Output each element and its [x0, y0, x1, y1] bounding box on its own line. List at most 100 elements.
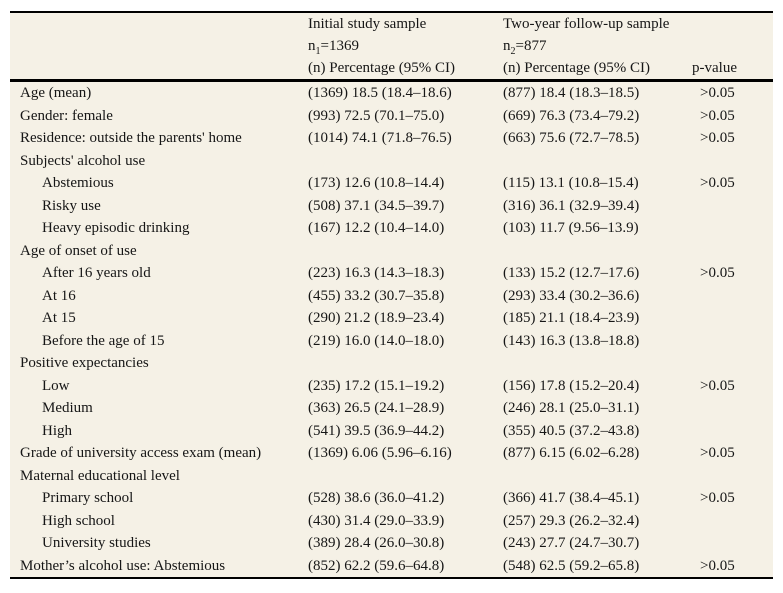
row-followup-sample-value: (366) 41.7 (38.4–45.1) [503, 490, 640, 506]
row-followup-sample-value: (257) 29.3 (26.2–32.4) [503, 512, 640, 529]
row-followup-sample-value: (115) 13.1 (10.8–15.4) [503, 175, 639, 191]
followup-n-subscript: 2 [510, 46, 516, 57]
row-initial-sample-value: (541) 39.5 (36.9–44.2) [308, 422, 445, 439]
table-header: Initial study sample n1=1369 (n) Percent… [10, 13, 773, 82]
row-pvalue: >0.05 [700, 85, 735, 101]
table-row: Maternal educational level [10, 465, 773, 488]
row-followup-sample-value: (548) 62.5 (59.2–65.8) [503, 557, 640, 574]
row-label: Grade of university access exam (mean) [20, 445, 262, 461]
row-followup-sample-value: (185) 21.1 (18.4–23.9) [503, 310, 640, 326]
row-label: Maternal educational level [20, 467, 180, 484]
initial-n-subscript: 1 [315, 46, 321, 57]
row-initial-sample-value: (173) 12.6 (10.8–14.4) [308, 175, 445, 191]
row-label: Abstemious [42, 175, 114, 191]
table-row: Primary school (528) 38.6 (36.0–41.2) (3… [10, 487, 773, 510]
row-label: Risky use [42, 197, 101, 214]
followup-sample-title: Two-year follow-up sample [503, 16, 670, 32]
row-initial-sample-value [308, 352, 503, 375]
row-followup-sample-value [503, 352, 690, 375]
row-initial-sample-value: (1014) 74.1 (71.8–76.5) [308, 130, 452, 146]
row-pvalue: >0.05 [700, 557, 735, 574]
header-followup-sample-cell: Two-year follow-up sample n2=877 (n) Per… [503, 13, 690, 79]
table-row: University studies (389) 28.4 (26.0–30.8… [10, 532, 773, 555]
initial-n-value: =1369 [320, 38, 359, 54]
row-initial-sample-value: (1369) 18.5 (18.4–18.6) [308, 85, 452, 101]
row-initial-sample-value: (167) 12.2 (10.4–14.0) [308, 220, 445, 236]
table-row: High school (430) 31.4 (29.0–33.9) (257)… [10, 510, 773, 533]
row-followup-sample-value: (355) 40.5 (37.2–43.8) [503, 422, 640, 439]
row-followup-sample-value: (293) 33.4 (30.2–36.6) [503, 287, 640, 304]
row-label: Age of onset of use [20, 242, 137, 259]
table-body: Age (mean) (1369) 18.5 (18.4–18.6) (877)… [10, 82, 773, 577]
row-pvalue: >0.05 [700, 130, 735, 146]
row-label: At 15 [42, 310, 76, 326]
row-pvalue [690, 465, 773, 488]
row-label: Primary school [42, 490, 134, 506]
table-row: Heavy episodic drinking (167) 12.2 (10.4… [10, 217, 773, 240]
row-initial-sample-value: (363) 26.5 (24.1–28.9) [308, 400, 445, 416]
row-label: Subjects' alcohol use [20, 152, 146, 169]
row-pvalue: >0.05 [700, 175, 735, 191]
row-initial-sample-value: (528) 38.6 (36.0–41.2) [308, 490, 445, 506]
row-pvalue: >0.05 [700, 107, 735, 124]
initial-sample-n: n1=1369 [308, 35, 503, 57]
row-label: High [42, 422, 72, 439]
row-initial-sample-value: (235) 17.2 (15.1–19.2) [308, 377, 445, 394]
table-row: Risky use (508) 37.1 (34.5–39.7) (316) 3… [10, 195, 773, 218]
sample-characteristics-table: Initial study sample n1=1369 (n) Percent… [10, 11, 773, 579]
row-initial-sample-value: (508) 37.1 (34.5–39.7) [308, 197, 445, 214]
row-followup-sample-value: (663) 75.6 (72.7–78.5) [503, 130, 640, 146]
row-followup-sample-value: (143) 16.3 (13.8–18.8) [503, 332, 640, 349]
row-pvalue: >0.05 [700, 445, 735, 461]
followup-n-value: =877 [515, 38, 547, 54]
row-pvalue [690, 240, 773, 263]
row-followup-sample-value: (669) 76.3 (73.4–79.2) [503, 107, 640, 124]
table-row: Gender: female (993) 72.5 (70.1–75.0) (6… [10, 105, 773, 128]
row-label: Residence: outside the parents' home [20, 130, 242, 146]
row-label: Heavy episodic drinking [42, 220, 190, 236]
row-followup-sample-value: (877) 18.4 (18.3–18.5) [503, 85, 640, 101]
row-pvalue [690, 352, 773, 375]
row-initial-sample-value [308, 150, 503, 173]
row-label: After 16 years old [42, 265, 151, 281]
row-followup-sample-value: (877) 6.15 (6.02–6.28) [503, 445, 640, 461]
row-pvalue: >0.05 [700, 265, 735, 281]
row-initial-sample-value: (223) 16.3 (14.3–18.3) [308, 265, 445, 281]
row-initial-sample-value: (430) 31.4 (29.0–33.9) [308, 512, 445, 529]
row-label: University studies [42, 535, 151, 551]
followup-n-symbol: n [503, 38, 511, 54]
pvalue-column-label: p-value [692, 60, 737, 76]
row-pvalue: >0.05 [700, 377, 735, 394]
row-followup-sample-value: (156) 17.8 (15.2–20.4) [503, 377, 640, 394]
row-followup-sample-value [503, 240, 690, 263]
row-pvalue [690, 397, 773, 420]
row-label: Low [42, 377, 70, 394]
table-row: Mother’s alcohol use: Abstemious (852) 6… [10, 555, 773, 578]
row-followup-sample-value [503, 150, 690, 173]
row-initial-sample-value [308, 465, 503, 488]
row-followup-sample-value: (133) 15.2 (12.7–17.6) [503, 265, 640, 281]
row-label: Gender: female [20, 107, 113, 124]
initial-n-symbol: n [308, 38, 316, 54]
row-initial-sample-value: (993) 72.5 (70.1–75.0) [308, 107, 445, 124]
row-initial-sample-value: (290) 21.2 (18.9–23.4) [308, 310, 445, 326]
row-followup-sample-value [503, 465, 690, 488]
row-initial-sample-value: (219) 16.0 (14.0–18.0) [308, 332, 445, 349]
row-initial-sample-value: (1369) 6.06 (5.96–6.16) [308, 445, 452, 461]
row-followup-sample-value: (316) 36.1 (32.9–39.4) [503, 197, 640, 214]
row-followup-sample-value: (246) 28.1 (25.0–31.1) [503, 400, 640, 416]
row-label: Medium [42, 400, 93, 416]
row-initial-sample-value: (389) 28.4 (26.0–30.8) [308, 535, 445, 551]
row-followup-sample-value: (243) 27.7 (24.7–30.7) [503, 535, 640, 551]
row-pvalue [690, 330, 773, 353]
row-label: At 16 [42, 287, 76, 304]
row-initial-sample-value: (455) 33.2 (30.7–35.8) [308, 287, 445, 304]
table-row: Age of onset of use [10, 240, 773, 263]
row-pvalue: >0.05 [700, 490, 735, 506]
row-pvalue [690, 420, 773, 443]
followup-sample-stat-label: (n) Percentage (95% CI) [503, 60, 651, 76]
table-row: Before the age of 15 (219) 16.0 (14.0–18… [10, 330, 773, 353]
header-pvalue-cell: p-value [690, 13, 773, 79]
header-spacer-cell [10, 13, 308, 79]
row-label: Before the age of 15 [42, 332, 165, 349]
